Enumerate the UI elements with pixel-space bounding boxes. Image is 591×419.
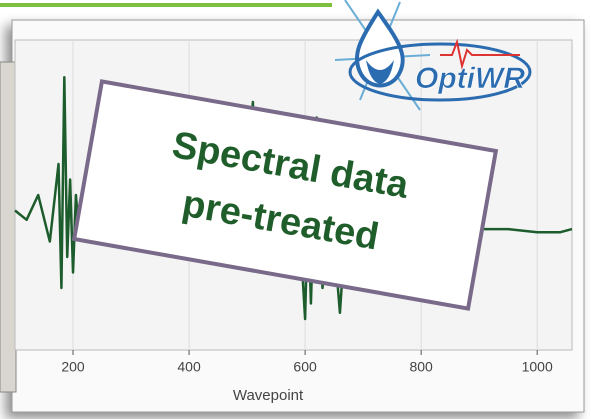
x-tick-label: 800 [409, 359, 433, 375]
logo-text: OptiWR [415, 62, 525, 95]
x-tick-label: 600 [293, 359, 317, 375]
map-thumbnail [0, 62, 16, 392]
page: {"chart_data": {"type": "line", "xlabel"… [0, 0, 591, 419]
x-axis-label: Wavepoint [233, 387, 304, 404]
slide: 2004006008001000 Wavepoint Spectral data… [0, 0, 591, 419]
x-tick-label: 1000 [522, 359, 553, 375]
x-tick-label: 400 [177, 359, 201, 375]
x-tick-label: 200 [61, 359, 85, 375]
